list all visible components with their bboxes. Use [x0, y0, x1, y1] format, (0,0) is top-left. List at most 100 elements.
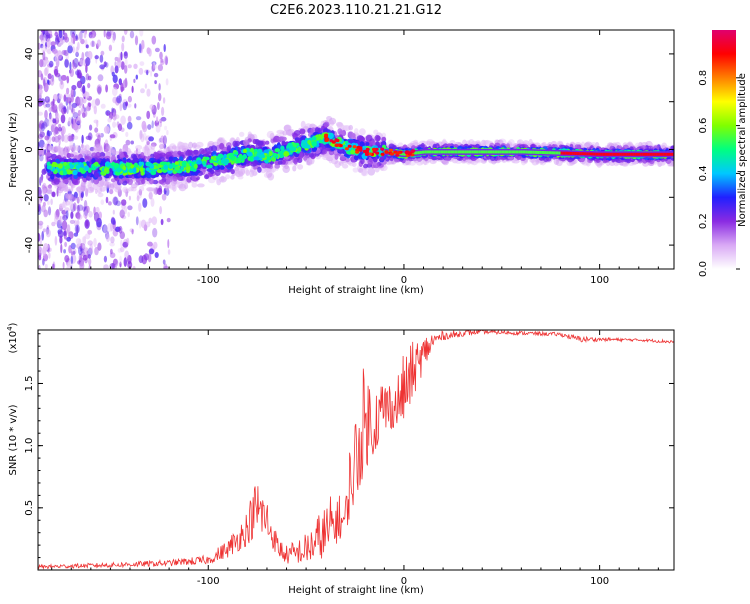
heatmap-noise-cell [153, 61, 156, 70]
heatmap-noise-cell [97, 134, 101, 144]
heatmap-noise-cell [38, 202, 41, 212]
heatmap-noise-cell [76, 120, 81, 126]
heatmap-noise-cell [72, 46, 75, 53]
heatmap-band-cell [310, 127, 317, 134]
heatmap-noise-cell [146, 88, 151, 97]
heatmap-noise-cell [95, 188, 98, 194]
heatmap-noise-cell [130, 140, 134, 145]
heatmap-noise-cell [154, 80, 157, 85]
heatmap-noise-cell [160, 58, 164, 63]
heatmap-band-cell [159, 152, 166, 157]
heatmap-noise-cell [105, 196, 109, 204]
heatmap-noise-cell [164, 125, 168, 131]
heatmap-noise-cell [158, 185, 162, 193]
heatmap-noise-cell [110, 217, 116, 225]
heatmap-noise-cell [40, 43, 44, 49]
heatmap-noise-cell [89, 124, 93, 131]
heatmap-band-cell [164, 185, 170, 192]
heatmap-noise-cell [85, 205, 90, 214]
heatmap-noise-cell [50, 198, 53, 205]
heatmap-noise-cell [78, 239, 82, 249]
heatmap-band-cell [284, 164, 289, 170]
heatmap-noise-cell [70, 251, 74, 256]
heatmap-noise-cell [119, 209, 125, 219]
heatmap-noise-cell [151, 35, 157, 45]
heatmap-noise-cell [124, 51, 128, 57]
heatmap-band-cell [166, 145, 174, 151]
heatmap-noise-cell [160, 218, 164, 226]
heatmap-noise-cell [75, 46, 79, 56]
heatmap-noise-cell [60, 79, 63, 85]
heatmap-noise-cell [42, 50, 46, 61]
heatmap-noise-cell [47, 206, 52, 216]
heatmap-noise-cell [83, 200, 88, 210]
heatmap-band-cell [177, 150, 182, 155]
heatmap-noise-cell [156, 116, 159, 123]
heatmap-noise-cell [100, 50, 105, 56]
heatmap-band-cell [200, 149, 208, 155]
heatmap-band-cell [85, 175, 92, 181]
heatmap-band-cell [352, 167, 359, 173]
heatmap-noise-cell [158, 137, 163, 144]
heatmap-band-cell [45, 152, 52, 157]
heatmap-noise-cell [125, 139, 131, 146]
heatmap-band-cell [118, 174, 124, 179]
heatmap-noise-cell [38, 220, 44, 226]
heatmap-noise-cell [93, 105, 98, 115]
heatmap-noise-cell [140, 219, 147, 229]
heatmap-noise-cell [50, 76, 55, 86]
heatmap-band-cell [278, 136, 285, 141]
heatmap-noise-cell [155, 124, 161, 133]
heatmap-noise-cell [81, 51, 85, 61]
heatmap-band-cell [267, 173, 275, 181]
heatmap-band-cell [150, 144, 156, 150]
heatmap-noise-cell [131, 85, 134, 93]
heatmap-noise-cell [126, 121, 133, 130]
heatmap-noise-cell [79, 261, 85, 269]
heatmap-noise-cell [77, 96, 84, 106]
heatmap-noise-cell [84, 105, 90, 113]
heatmap-noise-cell [94, 127, 99, 133]
heatmap-noise-cell [147, 253, 152, 263]
heatmap-band-cell [251, 169, 258, 177]
heatmap-noise-cell [62, 210, 66, 216]
heatmap-noise-cell [63, 106, 67, 113]
heatmap-noise-cell [70, 33, 76, 44]
heatmap-noise-cell [144, 221, 151, 228]
heatmap-band-cell [299, 128, 306, 135]
heatmap-noise-cell [87, 240, 93, 246]
heatmap-noise-cell [105, 233, 111, 243]
heatmap-noise-cell [151, 216, 158, 226]
heatmap-noise-cell [76, 214, 83, 220]
heatmap-noise-cell [104, 62, 109, 68]
heatmap-noise-cell [159, 51, 163, 60]
heatmap-noise-cell [148, 48, 152, 57]
heatmap-noise-cell [70, 242, 76, 250]
heatmap-noise-cell [68, 116, 72, 126]
heatmap-band-cell [323, 128, 329, 132]
heatmap-noise-cell [44, 264, 48, 269]
heatmap-noise-cell [112, 74, 118, 84]
heatmap-band-cell [94, 172, 100, 178]
heatmap-band-cell [141, 178, 146, 185]
heatmap-band-cell [475, 157, 482, 164]
heatmap-noise-cell [162, 135, 167, 145]
heatmap-noise-cell [43, 143, 48, 148]
heatmap-noise-cell [87, 247, 94, 255]
heatmap-band-cell [135, 145, 143, 150]
heatmap-band-cell [139, 185, 145, 192]
heatmap-noise-cell [54, 55, 59, 63]
heatmap-band-cell [208, 146, 214, 152]
heatmap-noise-cell [63, 230, 67, 237]
heatmap-noise-cell [78, 246, 83, 256]
heatmap-noise-cell [52, 118, 57, 124]
heatmap-band-cell [382, 136, 387, 143]
heatmap-noise-cell [73, 135, 79, 140]
heatmap-band-cell [268, 168, 275, 175]
heatmap-band-cell [407, 160, 412, 166]
heatmap-noise-cell [88, 264, 91, 269]
heatmap-noise-cell [76, 68, 80, 79]
heatmap-noise-cell [132, 265, 136, 269]
heatmap-noise-cell [112, 112, 117, 121]
heatmap-noise-cell [151, 64, 156, 72]
